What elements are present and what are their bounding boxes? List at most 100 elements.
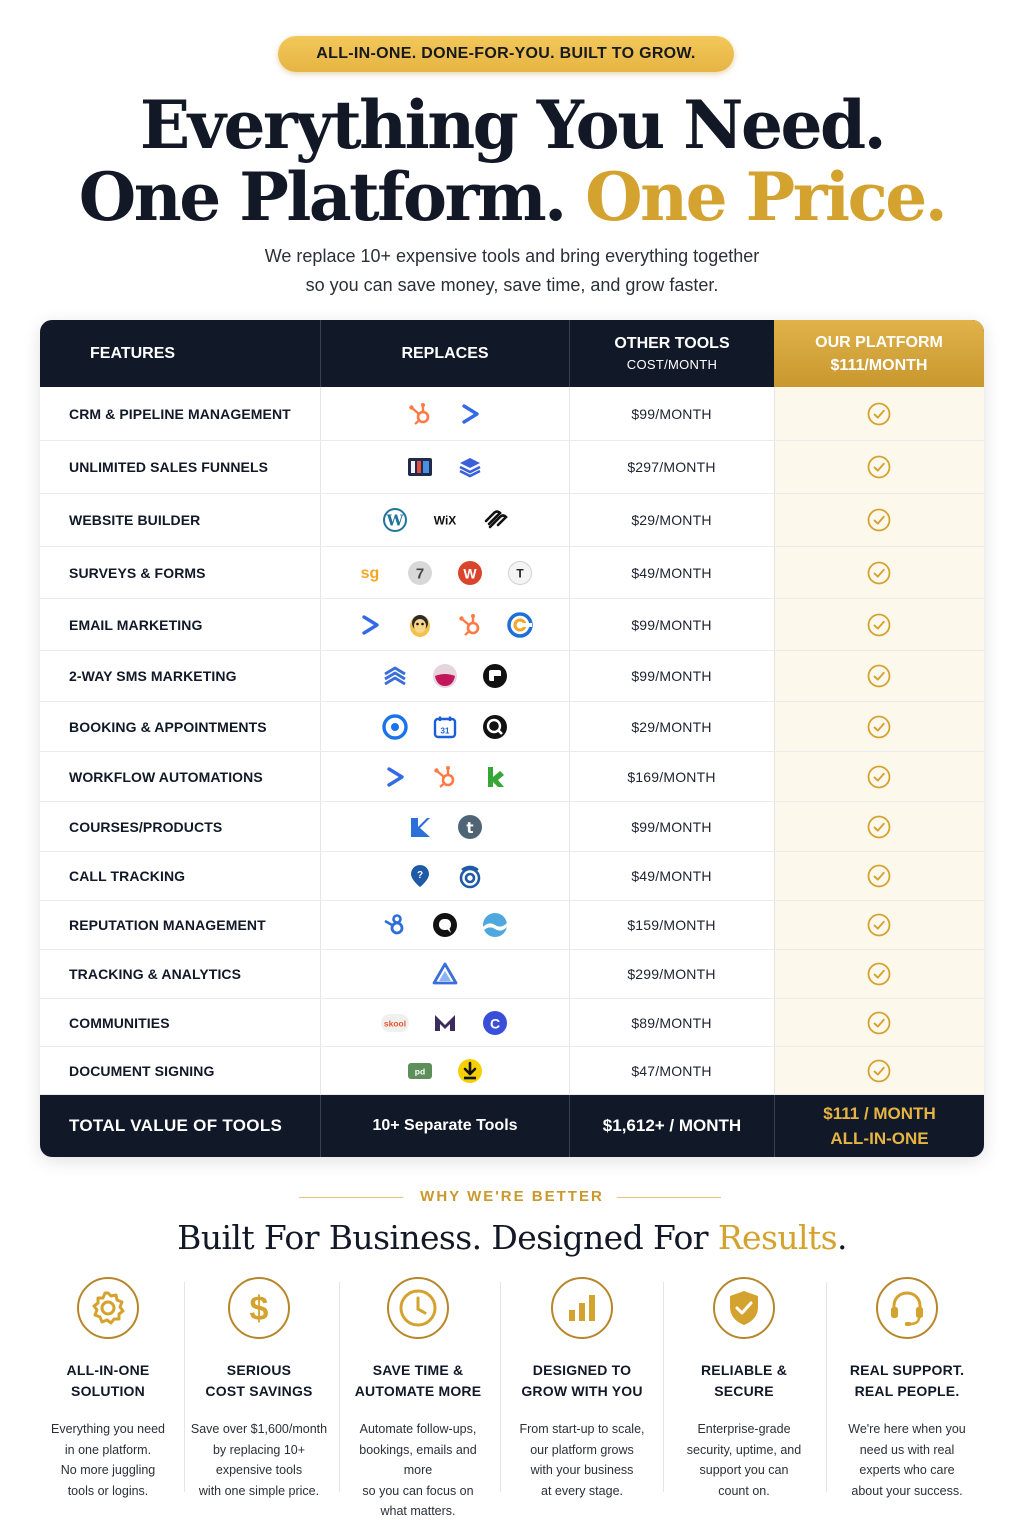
benefit-title: ALL-IN-ONE SOLUTION bbox=[66, 1362, 150, 1399]
table-row: WEBSITE BUILDER W WiX $29/MONTH bbox=[40, 494, 984, 547]
feature-name: COURSES/PRODUCTS bbox=[69, 818, 223, 835]
table-row: COURSES/PRODUCTS t $99/MONTH bbox=[40, 802, 984, 852]
replaced-tools bbox=[320, 441, 569, 493]
benefit-title: REAL SUPPORT. REAL PEOPLE. bbox=[849, 1362, 965, 1399]
table-row: 2-WAY SMS MARKETING $99/MONTH bbox=[40, 651, 984, 702]
svg-text:?: ? bbox=[416, 870, 422, 881]
other-tools-cost: $297/MONTH bbox=[627, 459, 716, 475]
benefit-card: $ SERIOUS COST SAVINGS Save over $1,600/mon… bbox=[179, 1276, 339, 1501]
svg-text:$: $ bbox=[250, 1290, 269, 1328]
replaced-tools: 31 bbox=[320, 702, 569, 751]
divider-line bbox=[299, 1197, 403, 1198]
table-row: TRACKING & ANALYTICS $299/MONTH bbox=[40, 950, 984, 999]
table-row: UNLIMITED SALES FUNNELS $297/MONTH bbox=[40, 441, 984, 494]
column-divider bbox=[774, 387, 775, 1095]
other-tools-cost: $99/MONTH bbox=[631, 405, 712, 422]
table-footer: TOTAL VALUE OF TOOLS 10+ Separate Tools … bbox=[40, 1095, 984, 1157]
activecampaign-logo bbox=[381, 763, 409, 791]
divider-line bbox=[617, 1197, 721, 1198]
wordpress-logo: W bbox=[381, 506, 409, 534]
svg-text:pd: pd bbox=[414, 1066, 424, 1076]
other-tools-cost: $29/MONTH bbox=[631, 718, 712, 735]
replaced-tools bbox=[320, 387, 569, 440]
wix-logo: WiX bbox=[431, 506, 459, 534]
feature-name: CRM & PIPELINE MANAGEMENT bbox=[69, 405, 291, 422]
sms-bowl-logo bbox=[431, 662, 459, 690]
table-row: REPUTATION MANAGEMENT $159/MONTH bbox=[40, 901, 984, 950]
replaced-tools: sg 7 W T bbox=[320, 547, 569, 598]
replaced-tools bbox=[320, 752, 569, 801]
feature-name: UNLIMITED SALES FUNNELS bbox=[69, 459, 269, 475]
table-row: COMMUNITIES skool C $89/MONTH bbox=[40, 999, 984, 1047]
feature-name: SURVEYS & FORMS bbox=[69, 564, 206, 581]
benefit-card: DESIGNED TO GROW WITH YOU From start-up to… bbox=[502, 1276, 662, 1501]
table-row: BOOKING & APPOINTMENTS 31 $29/MONTH bbox=[40, 702, 984, 752]
headline-gold: One Price. bbox=[585, 158, 948, 236]
other-tools-cost: $49/MONTH bbox=[631, 868, 712, 884]
dollar-icon: $ bbox=[179, 1276, 339, 1340]
benefit-description: Everything you need in one platform. No mo… bbox=[51, 1422, 165, 1498]
other-tools-cost: $99/MONTH bbox=[631, 616, 712, 633]
calendly-logo bbox=[381, 713, 409, 741]
footer-total-cost: $1,612+ / MONTH bbox=[569, 1095, 774, 1157]
why-title: Built For Business. Designed For Results… bbox=[177, 1218, 847, 1257]
replaced-tools: t bbox=[320, 802, 569, 851]
other-tools-cost: $49/MONTH bbox=[631, 564, 712, 581]
column-divider bbox=[320, 387, 321, 1095]
activecampaign-logo bbox=[356, 611, 384, 639]
replaced-tools: ? bbox=[320, 852, 569, 900]
table-row: DOCUMENT SIGNING pd $47/MONTH bbox=[40, 1047, 984, 1095]
benefit-divider bbox=[826, 1282, 827, 1492]
benefit-title: SERIOUS COST SAVINGS bbox=[205, 1362, 313, 1399]
review-chat-logo bbox=[431, 911, 459, 939]
footer-tools-count: 10+ Separate Tools bbox=[320, 1095, 569, 1157]
headset-icon bbox=[827, 1276, 987, 1340]
table-row: CRM & PIPELINE MANAGEMENT $99/MONTH bbox=[40, 387, 984, 441]
other-tools-cost: $299/MONTH bbox=[627, 966, 716, 982]
benefit-title: RELIABLE & SECURE bbox=[701, 1362, 787, 1399]
included-check-icon bbox=[774, 494, 984, 546]
header-features: FEATURES bbox=[90, 344, 176, 362]
benefit-card: ALL-IN-ONE SOLUTION Everything you need in … bbox=[28, 1276, 188, 1501]
other-tools-cost: $159/MONTH bbox=[627, 917, 716, 933]
svg-text:W: W bbox=[463, 565, 477, 581]
replaced-tools: pd bbox=[320, 1047, 569, 1094]
feature-name: WORKFLOW AUTOMATIONS bbox=[69, 768, 263, 785]
subheadline-line-2: so you can save money, save time, and gr… bbox=[305, 275, 719, 295]
hubspot-logo bbox=[406, 400, 434, 428]
tagline-badge: ALL-IN-ONE. DONE-FOR-YOU. BUILT TO GROW. bbox=[278, 36, 734, 72]
hubspot-logo bbox=[431, 763, 459, 791]
table-row: CALL TRACKING? $49/MONTH bbox=[40, 852, 984, 901]
benefit-description: Save over $1,600/month by replacing 10+ ex… bbox=[190, 1422, 328, 1498]
benefit-title: DESIGNED TO GROW WITH YOU bbox=[521, 1362, 643, 1399]
feature-name: WEBSITE BUILDER bbox=[69, 512, 201, 528]
feature-name: 2-WAY SMS MARKETING bbox=[69, 668, 237, 684]
other-tools-cost: $47/MONTH bbox=[631, 1062, 712, 1079]
benefit-divider bbox=[339, 1282, 340, 1492]
subheadline-line-1: We replace 10+ expensive tools and bring… bbox=[264, 246, 760, 266]
replaced-tools: skool C bbox=[320, 999, 569, 1046]
included-check-icon bbox=[774, 387, 984, 440]
replaced-tools bbox=[320, 950, 569, 998]
svg-text:t: t bbox=[466, 819, 473, 837]
benefit-description: From start-up to scale, our platform grow… bbox=[519, 1422, 645, 1498]
activecampaign-logo bbox=[456, 400, 484, 428]
mailchimp-logo bbox=[406, 611, 434, 639]
included-check-icon bbox=[774, 547, 984, 598]
mighty-logo bbox=[431, 1009, 459, 1037]
analytics-triangle-logo bbox=[431, 960, 459, 988]
svg-text:W: W bbox=[385, 512, 404, 530]
replaced-tools bbox=[320, 651, 569, 701]
included-check-icon bbox=[774, 441, 984, 493]
included-check-icon bbox=[774, 752, 984, 801]
hubspot-logo bbox=[456, 611, 484, 639]
teachable-logo: t bbox=[456, 813, 484, 841]
svg-text:T: T bbox=[516, 566, 524, 580]
headline-line-1: Everything You Need. bbox=[139, 86, 887, 164]
squarespace-logo bbox=[481, 506, 509, 534]
benefit-description: We're here when you need us with real expe… bbox=[848, 1422, 966, 1498]
svg-text:7: 7 bbox=[415, 565, 423, 582]
surveygizmo-logo: sg bbox=[356, 559, 384, 587]
included-check-icon bbox=[774, 1047, 984, 1094]
constant-contact-logo bbox=[506, 611, 534, 639]
